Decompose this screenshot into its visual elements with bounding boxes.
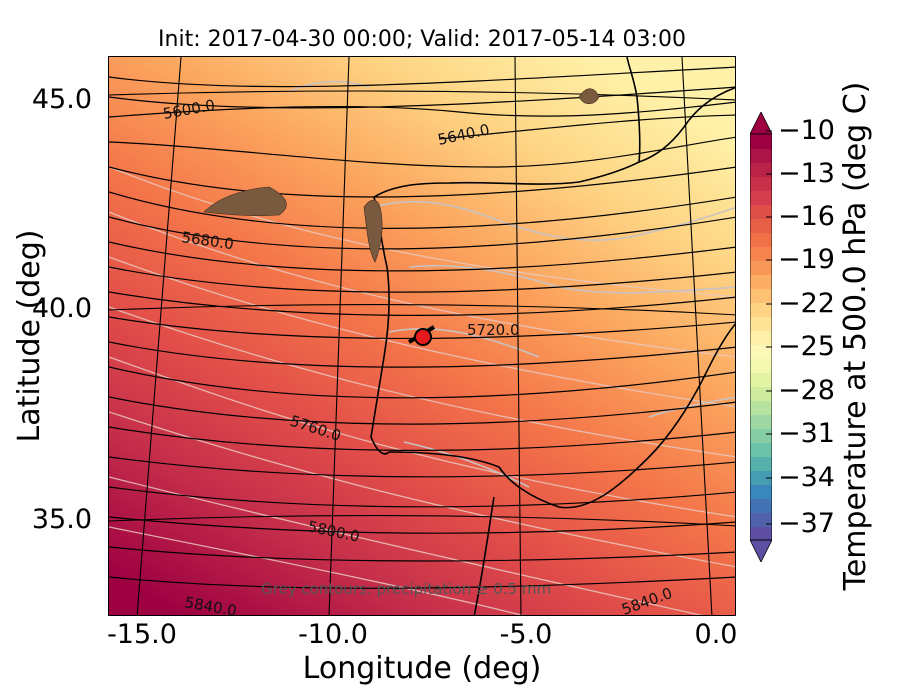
terrain-patches bbox=[203, 88, 600, 263]
colorbar-tick-label: −16 bbox=[778, 201, 835, 232]
map-plot-area: 5600.0 5640.0 5680.0 5720.0 5760.0 5800.… bbox=[108, 56, 736, 616]
x-tick-label: -15.0 bbox=[107, 619, 177, 650]
colorbar-tick-label: −28 bbox=[778, 375, 835, 406]
colorbar-tick-label: −25 bbox=[778, 331, 835, 362]
x-tick-label: -5.0 bbox=[499, 619, 553, 650]
colorbar-segments bbox=[750, 134, 772, 540]
coastlines bbox=[370, 57, 735, 615]
y-tick-label: 45.0 bbox=[31, 84, 92, 115]
location-marker bbox=[414, 328, 432, 346]
contour-label: 5720.0 bbox=[467, 321, 520, 339]
temperature-isotherms bbox=[109, 166, 735, 615]
x-tick-label: -10.0 bbox=[298, 619, 368, 650]
plot-title: Init: 2017-04-30 00:00; Valid: 2017-05-1… bbox=[158, 27, 686, 52]
graticule bbox=[109, 57, 735, 615]
colorbar-tick-label: −10 bbox=[778, 115, 835, 146]
colorbar bbox=[750, 112, 772, 562]
colorbar-tick-label: −31 bbox=[778, 418, 835, 449]
precipitation-note: Grey contours: precipitation ≥ 0.5 mm bbox=[261, 580, 551, 598]
colorbar-tick-label: −22 bbox=[778, 288, 835, 319]
colorbar-tick-label: −37 bbox=[778, 508, 835, 539]
y-tick-label: 35.0 bbox=[31, 504, 92, 535]
y-axis-label: Latitude (deg) bbox=[12, 229, 47, 443]
colorbar-tick-label: −19 bbox=[778, 244, 835, 275]
x-tick-label: 0.0 bbox=[694, 619, 738, 650]
colorbar-label: Temperature at 500.0 hPa (deg C) bbox=[838, 81, 873, 591]
colorbar-tick-label: −34 bbox=[778, 462, 835, 493]
x-axis-label: Longitude (deg) bbox=[302, 651, 542, 686]
y-tick-label: 40.0 bbox=[31, 293, 92, 324]
colorbar-tick-label: −13 bbox=[778, 158, 835, 189]
marker-track bbox=[407, 325, 436, 346]
